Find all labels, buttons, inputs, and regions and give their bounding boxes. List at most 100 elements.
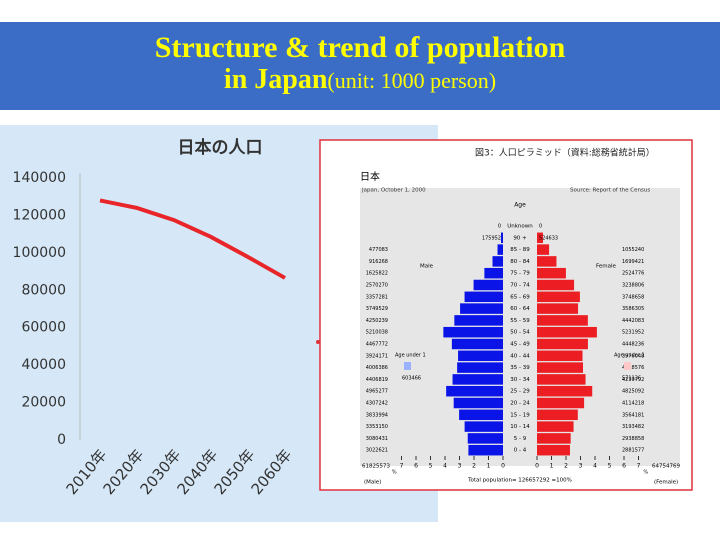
x-tick-label: 7: [400, 463, 404, 470]
x-tick-label: 7: [637, 463, 641, 470]
value-label: 3976048: [622, 353, 644, 359]
value-label: 4018576: [622, 365, 644, 371]
age-label: 35 - 39: [510, 365, 530, 371]
subtitle: Japan, October 1, 2000: [361, 188, 426, 194]
x-tick-label: 0: [501, 463, 505, 470]
value-label: 3833994: [366, 412, 388, 418]
value-label: 3022621: [366, 448, 388, 454]
value-label: 3353150: [366, 424, 388, 430]
value-label: 2570270: [366, 283, 388, 289]
total: 64754769: [652, 464, 680, 470]
bar: [454, 315, 503, 326]
value-label: 3748658: [622, 294, 644, 300]
value-label: 3357281: [366, 294, 388, 300]
unit: (unit: 1000 person): [327, 68, 497, 93]
bar: [452, 374, 503, 385]
value-label: 4825092: [622, 389, 644, 395]
chart-title: 日本の人口: [178, 137, 263, 158]
value-label: 3749529: [366, 306, 388, 312]
x-tick-label: 3: [458, 463, 462, 470]
legend-label: Male: [420, 264, 434, 270]
age-label: 10 - 14: [510, 424, 530, 430]
line: [99, 198, 286, 280]
value-label: 5210038: [366, 330, 388, 336]
total-label: (Female): [654, 480, 678, 486]
value-label: 2881577: [622, 448, 644, 454]
bar: [537, 374, 586, 385]
bar: [446, 385, 503, 397]
source: Source: Report of the Census: [570, 188, 650, 194]
age-label: 40 - 44: [510, 353, 530, 359]
x-tick-label: 3: [579, 463, 583, 470]
bar: [537, 291, 580, 303]
value-label: 2524776: [622, 271, 644, 277]
total-text: Total population= 126657292 =100%: [467, 478, 572, 484]
age-label: 20 - 24: [510, 401, 530, 407]
bar: [537, 232, 544, 244]
age-label: 85 - 89: [510, 247, 530, 253]
title-text: in Japan: [223, 64, 328, 95]
value-label: 4307242: [366, 401, 388, 407]
x-tick-label: 6: [622, 463, 626, 470]
value-label: 4467772: [366, 342, 388, 348]
title: in Japan(unit: 1000 person): [0, 64, 720, 97]
axis-label: Age: [514, 202, 526, 209]
value-label: 3564181: [622, 412, 644, 418]
bar: [537, 444, 570, 456]
bar: [492, 256, 503, 267]
bar: [464, 421, 503, 432]
under1-value: 603466: [402, 376, 421, 382]
bar: [459, 409, 503, 421]
pyramid-title: 図3：人口ピラミッド（資料:総務省統計局）: [475, 147, 655, 159]
total-label: (Male): [364, 480, 381, 486]
bar: [453, 397, 503, 409]
value-label: 4406819: [366, 377, 388, 383]
bar: [537, 409, 578, 421]
bar: [537, 385, 593, 397]
value-label: 5231952: [622, 330, 644, 336]
y-tick-label: 40000: [21, 357, 66, 373]
under1-box: [624, 362, 631, 370]
y-tick-label: 100000: [13, 245, 66, 261]
y-tick-label: 140000: [13, 170, 66, 186]
legend-label: Female: [596, 264, 617, 270]
value-label: 4965277: [366, 389, 388, 395]
age-label: 75 - 79: [510, 271, 530, 277]
value-label: 916268: [369, 259, 388, 265]
bar: [464, 291, 503, 303]
under1-box: [404, 362, 411, 370]
value-label: 477083: [369, 247, 388, 253]
bar: [497, 244, 503, 255]
x-tick-label: 0: [535, 463, 539, 470]
x-tick-label: 2: [564, 463, 568, 470]
bar: [537, 244, 550, 255]
x-tick-label: 4: [443, 463, 447, 470]
value-label: 1625822: [366, 271, 388, 277]
value-label: 0: [498, 224, 501, 230]
dot: [316, 340, 320, 344]
y-tick-label: 20000: [21, 395, 66, 411]
age-label: 50 - 54: [510, 330, 530, 336]
under1-label: Age under 1: [395, 353, 426, 359]
x-tick-label: 1: [550, 463, 554, 470]
bar: [537, 350, 583, 362]
bar: [458, 350, 503, 362]
bar: [537, 326, 597, 338]
x-unit: %: [392, 470, 397, 476]
age-label: 25 - 29: [510, 389, 530, 395]
age-label: 0 - 4: [514, 448, 527, 454]
bar: [537, 267, 566, 279]
age-label: 45 - 49: [510, 342, 530, 348]
value-label: 4448236: [622, 342, 644, 348]
value-label: 1699421: [622, 259, 644, 265]
y-tick-label: 0: [57, 432, 66, 448]
bar: [537, 362, 584, 373]
age-label: 65 - 69: [510, 294, 530, 300]
x-tick-label: 4: [593, 463, 597, 470]
value-label: 3238806: [622, 283, 644, 289]
y-tick-label: 80000: [21, 282, 66, 298]
bar: [467, 433, 503, 444]
age-label: 55 - 59: [510, 318, 530, 324]
bar: [500, 232, 503, 244]
